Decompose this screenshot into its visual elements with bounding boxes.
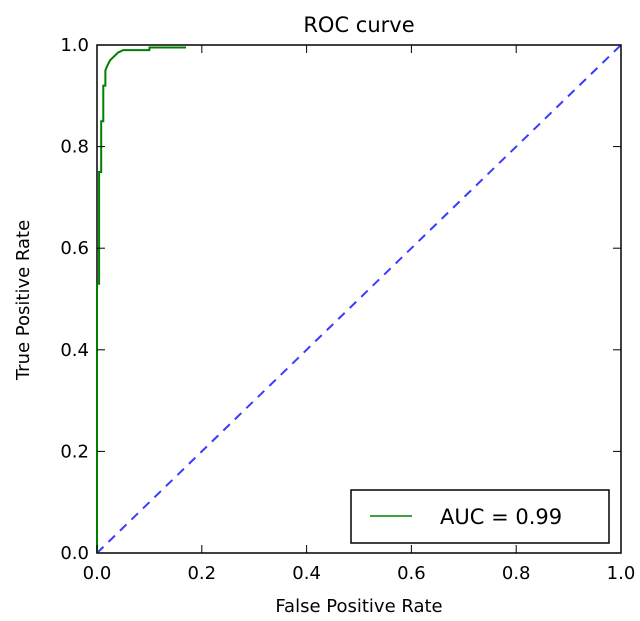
y-tick-label: 0.8 [60, 137, 89, 158]
y-axis-label: True Positive Rate [13, 220, 34, 381]
legend-label: AUC = 0.99 [440, 505, 562, 529]
roc-curve-line [96, 46, 187, 553]
legend: AUC = 0.99 [350, 489, 610, 544]
chart-title: ROC curve [303, 13, 414, 37]
x-axis-label: False Positive Rate [275, 596, 442, 617]
x-tick-label: 0.0 [83, 563, 112, 584]
plot-frame [96, 44, 622, 554]
plot-area: 0.0 0.2 0.4 0.6 0.8 1.0 0.0 0.2 0.4 0.6 0.8 1.0 [60, 35, 635, 584]
x-tick-label: 0.6 [397, 563, 426, 584]
y-tick-label: 0.4 [60, 340, 89, 361]
y-tick-label: 0.6 [60, 238, 89, 259]
x-tick-label: 1.0 [607, 563, 636, 584]
y-tick-label: 0.2 [60, 441, 89, 462]
x-tick-label: 0.4 [292, 563, 321, 584]
chance-diagonal-line [96, 44, 622, 554]
y-tick-label: 0.0 [60, 543, 89, 564]
x-tick-label: 0.8 [502, 563, 531, 584]
series-layer [96, 44, 622, 554]
tick-layer: 0.0 0.2 0.4 0.6 0.8 1.0 0.0 0.2 0.4 0.6 0.8 1.0 [60, 35, 635, 584]
y-tick-label: 1.0 [60, 35, 89, 56]
x-tick-label: 0.2 [187, 563, 216, 584]
